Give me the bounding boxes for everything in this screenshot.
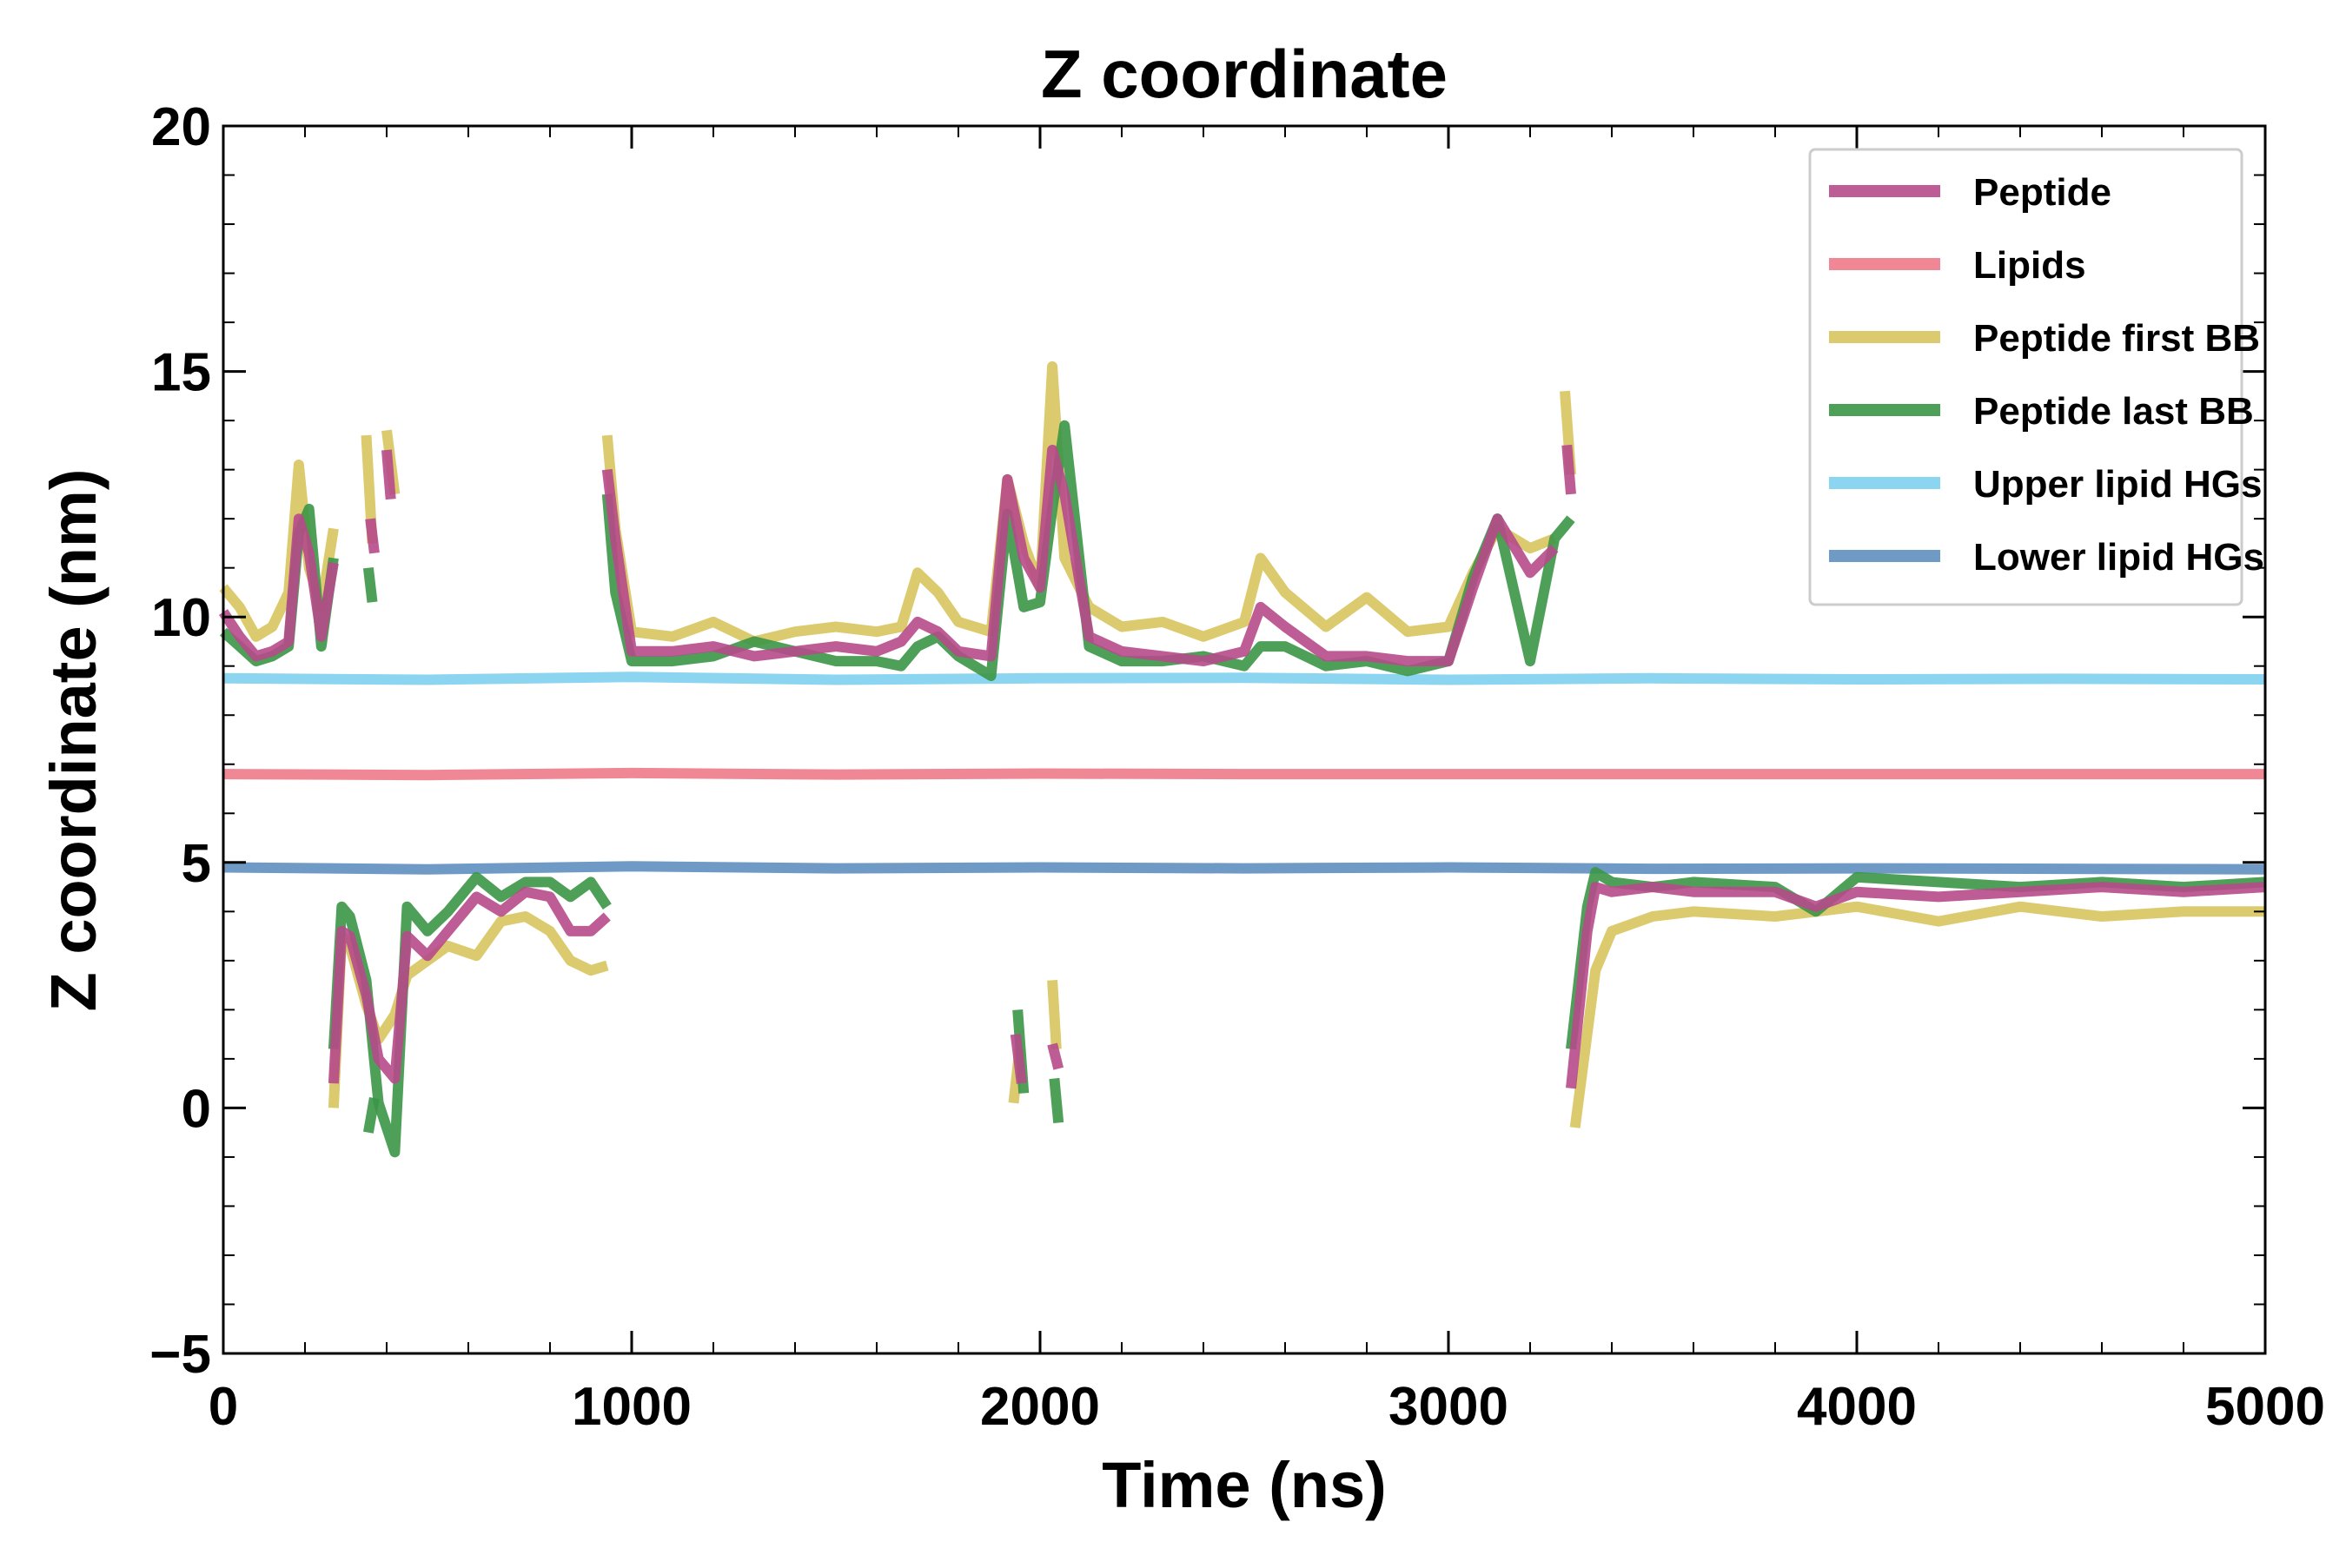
- y-axis-label: Z coordinate (nm): [37, 469, 109, 1012]
- x-tick-label: 4000: [1797, 1377, 1917, 1437]
- y-tick-label: 20: [151, 97, 211, 157]
- legend: Peptide Lipids Peptide first BB Peptide las…: [1808, 148, 2264, 606]
- legend-label: Upper lipid HGs: [1973, 463, 2262, 506]
- x-tick-label: 1000: [572, 1377, 692, 1437]
- legend-item: Upper lipid HGs: [1829, 463, 2262, 506]
- series-line-segment: [381, 449, 396, 500]
- series-lower-lipid-hgs: [222, 861, 2266, 875]
- y-tick-label: 15: [151, 343, 211, 403]
- y-tick-label: −5: [149, 1325, 211, 1385]
- x-axis-label: Time (ns): [1102, 1449, 1387, 1521]
- series-line-segment: [1566, 882, 2266, 1089]
- series-line-segment: [362, 567, 378, 603]
- y-tick-label: 0: [182, 1079, 211, 1139]
- legend-label: Lower lipid HGs: [1973, 536, 2264, 579]
- legend-item: Lipids: [1829, 244, 2086, 287]
- series-line-segment: [219, 513, 339, 662]
- series-line-segment: [222, 861, 2266, 875]
- legend-item: Lower lipid HGs: [1829, 536, 2264, 579]
- x-tick-label: 3000: [1388, 1377, 1508, 1437]
- series-line-segment: [601, 445, 1559, 667]
- series-line-segment: [222, 767, 2265, 781]
- legend-label: Peptide: [1973, 171, 2111, 214]
- legend-item: Peptide last BB: [1829, 390, 2254, 433]
- plot-frame: [222, 124, 2267, 1355]
- legend-item: Peptide first BB: [1829, 317, 2260, 360]
- series-line-segment: [1569, 901, 2265, 1128]
- series-line-segment: [1047, 1042, 1064, 1070]
- series-peptide: [219, 444, 2266, 1089]
- series-line-segment: [1561, 444, 1576, 495]
- x-tick-label: 0: [209, 1377, 238, 1437]
- series-upper-lipid-hgs: [222, 672, 2266, 685]
- series-line-segment: [365, 518, 380, 554]
- y-tick-label: 10: [151, 588, 211, 648]
- series-line-segment: [222, 672, 2266, 685]
- series-lipids: [222, 767, 2265, 781]
- series-layer: [219, 361, 2266, 1158]
- legend-label: Lipids: [1973, 244, 2086, 287]
- series-line-segment: [1049, 1077, 1064, 1123]
- series-line-segment: [328, 886, 611, 1084]
- legend-label: Peptide first BB: [1973, 317, 2260, 360]
- chart-title: Z coordinate: [1041, 36, 1448, 112]
- series-line-segment: [1010, 1033, 1027, 1084]
- series-line-segment: [1047, 980, 1062, 1049]
- y-tick-label: 5: [182, 834, 211, 894]
- legend-item: Peptide: [1829, 171, 2111, 214]
- series-line-segment: [362, 1097, 380, 1134]
- legend-label: Peptide last BB: [1973, 390, 2254, 433]
- x-tick-label: 2000: [980, 1377, 1100, 1437]
- x-tick-label: 5000: [2205, 1377, 2325, 1437]
